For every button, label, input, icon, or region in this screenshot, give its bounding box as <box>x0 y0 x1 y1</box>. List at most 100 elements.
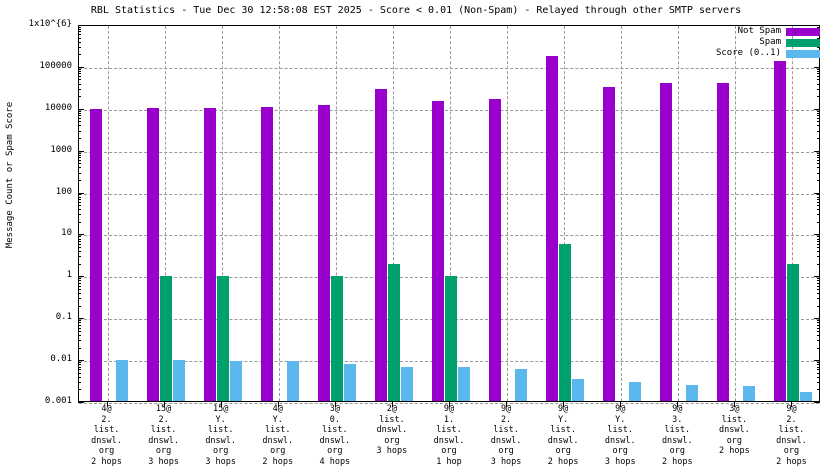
bar-not-spam <box>603 86 616 401</box>
y-minor-tick <box>78 280 81 282</box>
y-tick-right <box>814 234 820 236</box>
y-tick-right <box>814 276 820 278</box>
y-minor-tick <box>78 288 81 290</box>
y-tick-right <box>814 25 820 26</box>
y-minor-tick <box>78 382 81 383</box>
bar-not-spam <box>146 107 159 401</box>
y-minor-tick <box>817 240 820 242</box>
x-axis-label: 3@ 0. list. dnswl. org 4 hops <box>319 404 351 467</box>
y-minor-tick <box>78 157 81 159</box>
y-minor-tick <box>78 238 81 240</box>
y-tick-label: 10 <box>61 228 72 239</box>
y-tick <box>78 234 84 236</box>
y-minor-tick <box>78 364 81 366</box>
y-minor-tick <box>78 214 81 216</box>
y-minor-tick <box>817 247 820 249</box>
y-minor-tick <box>78 172 81 174</box>
y-minor-tick <box>817 118 820 120</box>
legend-swatch <box>786 27 820 36</box>
y-minor-tick <box>78 41 81 43</box>
y-minor-tick <box>817 199 820 201</box>
grid-line-vertical <box>164 26 166 401</box>
y-tick <box>78 192 84 194</box>
y-minor-tick <box>78 130 81 132</box>
bar-spam <box>330 276 343 401</box>
y-minor-tick <box>78 263 81 265</box>
y-minor-tick <box>817 263 820 265</box>
y-minor-tick <box>78 362 81 364</box>
y-minor-tick <box>78 298 81 300</box>
y-minor-tick <box>78 54 81 56</box>
grid-line <box>79 235 819 237</box>
grid-line-vertical <box>678 26 680 401</box>
y-minor-tick <box>817 46 820 48</box>
y-minor-tick <box>78 327 81 329</box>
bar-score <box>286 361 299 401</box>
grid-line-vertical <box>735 26 737 401</box>
y-tick-label: 100 <box>55 186 72 197</box>
y-minor-tick <box>817 125 820 127</box>
y-minor-tick <box>78 347 81 349</box>
y-minor-tick <box>78 96 81 98</box>
y-minor-tick <box>817 366 820 368</box>
grid-line-vertical <box>335 26 337 401</box>
legend-label: Spam <box>759 37 781 47</box>
y-minor-tick <box>817 179 820 181</box>
y-tick-right <box>814 150 820 152</box>
chart-title: RBL Statistics - Tue Dec 30 12:58:08 EST… <box>90 5 742 16</box>
grid-line <box>79 67 819 69</box>
y-tick <box>78 150 84 152</box>
x-tick <box>677 402 679 407</box>
y-minor-tick <box>78 88 81 90</box>
y-minor-tick <box>817 68 820 70</box>
bar-not-spam <box>717 82 730 401</box>
y-tick-right <box>814 318 820 320</box>
y-minor-tick <box>78 389 81 391</box>
x-axis-label: 9@ Y. list. dnswl. org 3 hops <box>604 404 636 467</box>
y-minor-tick <box>817 243 820 245</box>
x-axis-label: 9@ 2. list. dnswl. org 3 hops <box>490 404 522 467</box>
legend-swatch <box>786 38 820 47</box>
y-tick <box>78 108 84 110</box>
y-minor-tick <box>78 110 81 112</box>
y-minor-tick <box>78 199 81 201</box>
y-tick-label: 0.01 <box>50 354 72 365</box>
grid-line-vertical <box>621 26 623 401</box>
y-minor-tick <box>817 298 820 300</box>
bar-spam <box>559 243 572 401</box>
y-minor-tick <box>817 347 820 349</box>
bar-not-spam <box>432 101 444 401</box>
bar-spam <box>445 276 457 401</box>
x-tick <box>791 402 793 407</box>
bar-score <box>400 366 413 401</box>
y-minor-tick <box>817 209 820 211</box>
y-minor-tick <box>78 330 81 332</box>
y-tick <box>78 276 84 278</box>
y-minor-tick <box>817 369 820 371</box>
y-minor-tick <box>817 364 820 366</box>
y-minor-tick <box>817 152 820 154</box>
y-minor-tick <box>78 179 81 181</box>
bar-not-spam <box>489 99 502 401</box>
bar-not-spam <box>546 56 559 401</box>
y-minor-tick <box>78 152 81 154</box>
y-minor-tick <box>817 372 820 374</box>
legend-swatch <box>786 49 820 58</box>
y-minor-tick <box>817 362 820 364</box>
y-minor-tick <box>78 196 81 198</box>
legend-entry: Score (0..1) <box>716 48 820 59</box>
y-minor-tick <box>817 324 820 326</box>
y-minor-tick <box>817 112 820 114</box>
y-minor-tick <box>817 121 820 123</box>
bar-not-spam <box>774 61 787 401</box>
y-minor-tick <box>817 154 820 156</box>
y-minor-tick <box>817 73 820 75</box>
y-tick-label: 1 <box>66 270 72 281</box>
y-minor-tick <box>78 221 81 223</box>
y-minor-tick <box>817 288 820 290</box>
y-minor-tick <box>817 79 820 81</box>
x-tick <box>334 402 336 407</box>
y-minor-tick <box>817 285 820 287</box>
y-minor-tick <box>78 285 81 287</box>
y-minor-tick <box>78 322 81 324</box>
